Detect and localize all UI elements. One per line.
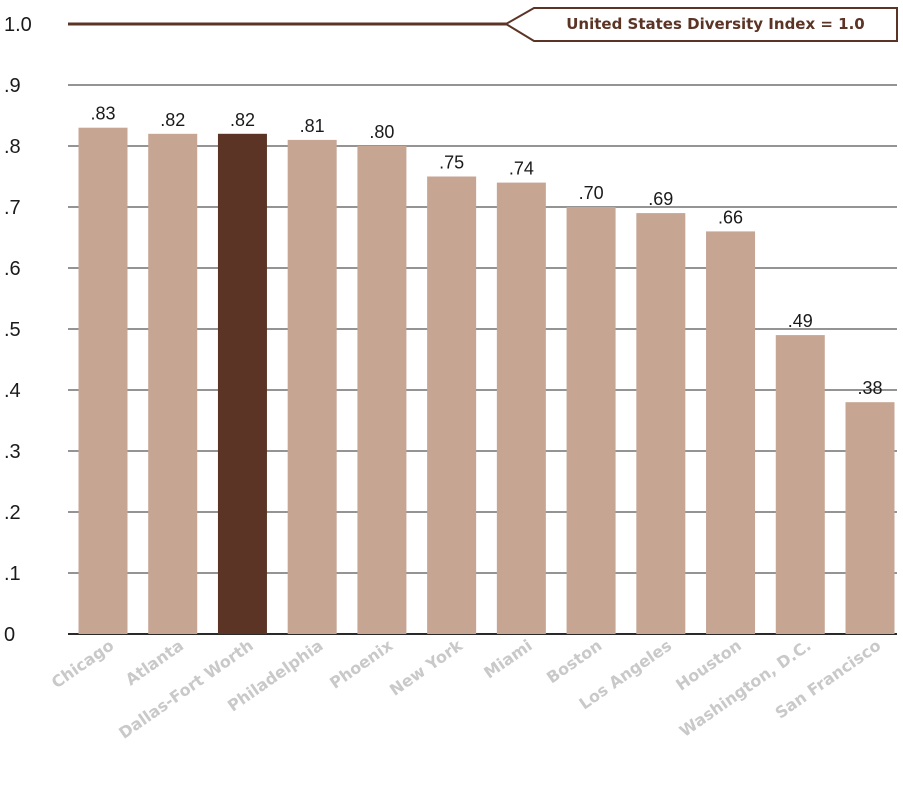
category-label: New York xyxy=(386,636,466,700)
category-label: Washington, D.C. xyxy=(676,636,815,741)
y-tick-label: .3 xyxy=(4,441,21,463)
bar xyxy=(496,182,546,634)
category-label: Miami xyxy=(480,636,535,683)
y-tick-label: .4 xyxy=(4,380,21,402)
bar xyxy=(706,231,756,634)
gridlines xyxy=(68,84,897,635)
value-label: .82 xyxy=(160,110,185,130)
y-tick-label: .2 xyxy=(4,502,21,524)
bar xyxy=(78,127,128,634)
category-label: Atlanta xyxy=(122,636,187,690)
bar xyxy=(287,139,337,634)
bar xyxy=(775,335,825,634)
bar xyxy=(566,207,616,634)
value-label: .38 xyxy=(857,378,882,398)
value-label: .70 xyxy=(579,183,604,203)
reference-line-label: United States Diversity Index = 1.0 xyxy=(566,15,865,33)
bar xyxy=(636,213,686,634)
reference-callout-box xyxy=(504,7,898,42)
value-labels: .83 .82 .82 .81 .80 .75 .74 .70 .69 .66 .49 .38 xyxy=(90,104,882,399)
value-label: .83 xyxy=(90,104,115,124)
bar xyxy=(427,176,477,634)
value-label: .66 xyxy=(718,207,743,227)
y-tick-label: .6 xyxy=(4,258,21,280)
y-tick-label: .7 xyxy=(4,197,21,219)
value-label: .75 xyxy=(439,153,464,173)
value-label: .69 xyxy=(648,189,673,209)
reference-line-group: United States Diversity Index = 1.0 xyxy=(68,7,898,42)
category-label: Boston xyxy=(543,636,605,688)
value-label: .49 xyxy=(788,311,813,331)
y-axis-ticks: 0 .1 .2 .3 .4 .5 .6 .7 .8 .9 1.0 xyxy=(4,14,32,646)
value-label: .80 xyxy=(369,122,394,142)
value-label: .74 xyxy=(509,159,534,179)
bar xyxy=(357,146,407,634)
bars xyxy=(78,127,895,635)
y-tick-label: .5 xyxy=(4,319,21,341)
value-label: .82 xyxy=(230,110,255,130)
y-tick-label: .9 xyxy=(4,75,21,97)
y-tick-label: .1 xyxy=(4,563,21,585)
bar xyxy=(148,133,198,635)
y-tick-label: .8 xyxy=(4,136,21,158)
value-label: .81 xyxy=(300,116,325,136)
category-label: Chicago xyxy=(48,636,117,692)
y-tick-label: 1.0 xyxy=(4,14,32,36)
bar-highlighted xyxy=(217,133,267,635)
y-tick-label: 0 xyxy=(4,624,15,646)
bar xyxy=(845,402,895,634)
